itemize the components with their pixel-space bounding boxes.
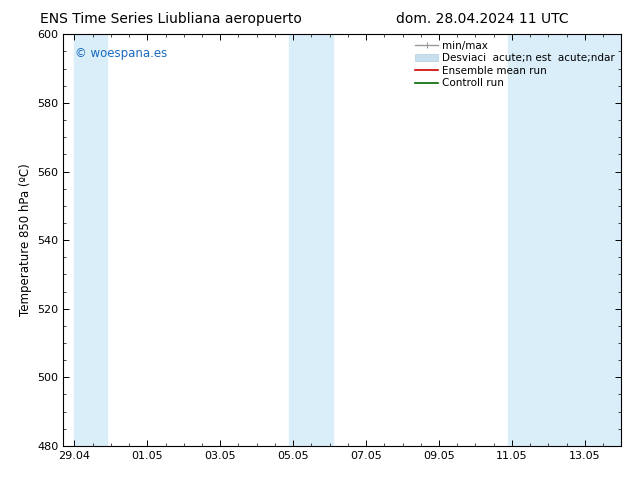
Bar bbox=[508, 34, 621, 446]
Y-axis label: Temperature 850 hPa (ºC): Temperature 850 hPa (ºC) bbox=[19, 164, 32, 317]
Bar bbox=[290, 34, 333, 446]
Legend: min/max, Desviaci  acute;n est  acute;ndar, Ensemble mean run, Controll run: min/max, Desviaci acute;n est acute;ndar… bbox=[411, 36, 619, 93]
Text: © woespana.es: © woespana.es bbox=[75, 47, 167, 60]
Text: dom. 28.04.2024 11 UTC: dom. 28.04.2024 11 UTC bbox=[396, 12, 568, 26]
Bar bbox=[74, 34, 107, 446]
Text: ENS Time Series Liubliana aeropuerto: ENS Time Series Liubliana aeropuerto bbox=[40, 12, 302, 26]
